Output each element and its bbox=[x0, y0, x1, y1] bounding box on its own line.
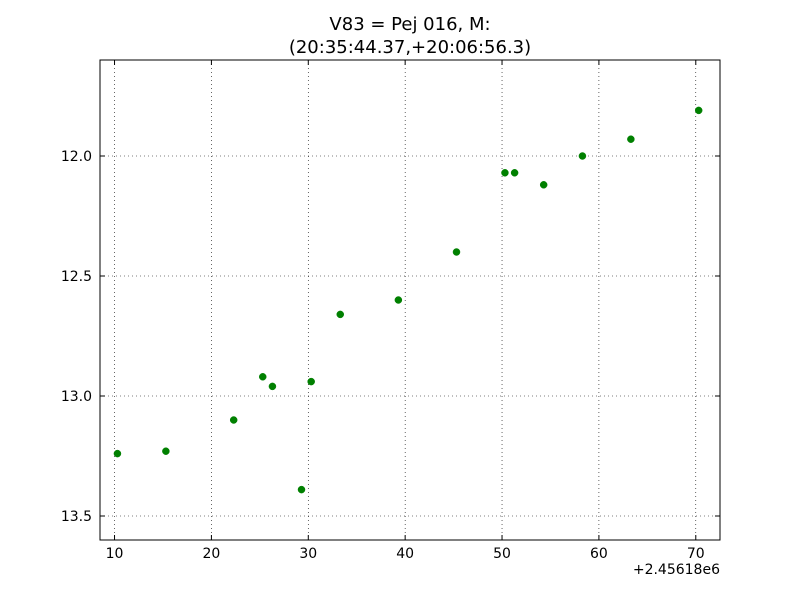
x-tick-label: 20 bbox=[202, 546, 220, 562]
data-point bbox=[229, 416, 238, 424]
data-point bbox=[578, 152, 587, 160]
data-point bbox=[627, 135, 635, 143]
y-tick-label: 12.5 bbox=[61, 269, 92, 285]
y-tick-label: 13.0 bbox=[61, 389, 92, 405]
ticks bbox=[100, 60, 720, 540]
data-point bbox=[297, 485, 306, 494]
x-tick-label: 50 bbox=[493, 546, 511, 562]
data-point bbox=[452, 248, 461, 256]
plot-area bbox=[99, 59, 721, 541]
chart-title-line-2: (20:35:44.37,+20:06:56.3) bbox=[289, 37, 531, 58]
data-point bbox=[336, 310, 344, 319]
data-point bbox=[394, 296, 403, 304]
x-offset-label: +2.45618e6 bbox=[633, 562, 720, 578]
x-tick-label: 60 bbox=[590, 546, 608, 562]
x-tick-label: 10 bbox=[106, 546, 124, 562]
data-point bbox=[259, 373, 267, 381]
data-point bbox=[694, 106, 703, 115]
grid bbox=[100, 60, 720, 540]
data-point bbox=[510, 169, 519, 177]
data-point bbox=[307, 377, 315, 386]
x-tick-label: 70 bbox=[687, 546, 705, 562]
data-point bbox=[162, 447, 170, 455]
x-tick-label: 30 bbox=[299, 546, 317, 562]
tick-labels: 10 20 30 40 50 60 70 12.0 12.5 13.0 13.5 bbox=[61, 149, 705, 562]
y-tick-label: 13.5 bbox=[61, 509, 92, 525]
chart-title-line-1: V83 = Pej 016, M: bbox=[329, 14, 490, 35]
data-point bbox=[501, 169, 509, 177]
y-tick-label: 12.0 bbox=[61, 149, 92, 165]
data-point bbox=[539, 181, 548, 189]
x-tick-label: 40 bbox=[396, 546, 414, 562]
data-point bbox=[113, 449, 122, 458]
data-points bbox=[113, 106, 703, 494]
data-point bbox=[268, 382, 277, 391]
